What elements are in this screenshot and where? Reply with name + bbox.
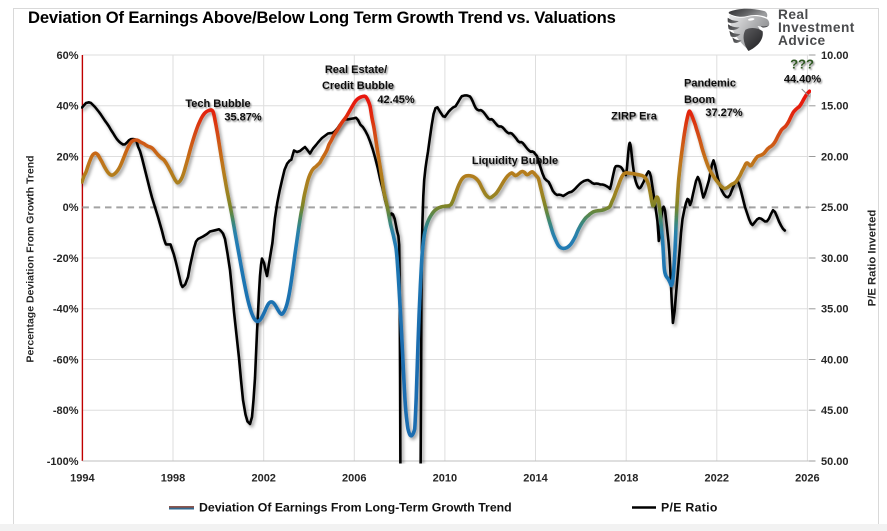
svg-text:45.00: 45.00 <box>821 405 849 417</box>
svg-text:30.00: 30.00 <box>821 253 849 265</box>
svg-text:20%: 20% <box>56 151 78 163</box>
svg-text:???: ??? <box>790 57 814 72</box>
svg-text:Pandemic: Pandemic <box>684 78 736 90</box>
svg-text:Credit Bubble: Credit Bubble <box>322 80 394 92</box>
svg-text:-20%: -20% <box>53 253 79 265</box>
svg-text:37.27%: 37.27% <box>705 107 743 119</box>
svg-text:44.40%: 44.40% <box>784 74 822 86</box>
svg-text:40.00: 40.00 <box>821 354 849 366</box>
svg-text:2018: 2018 <box>614 473 638 485</box>
svg-text:Boom: Boom <box>684 94 715 106</box>
svg-text:Tech Bubble: Tech Bubble <box>185 98 250 110</box>
svg-text:10.00: 10.00 <box>821 50 849 62</box>
svg-text:-40%: -40% <box>53 304 79 316</box>
svg-text:15.00: 15.00 <box>821 101 849 113</box>
svg-text:40%: 40% <box>56 101 78 113</box>
svg-text:-80%: -80% <box>53 405 79 417</box>
svg-text:P/E Ratio: P/E Ratio <box>661 501 718 515</box>
svg-text:1998: 1998 <box>161 473 185 485</box>
svg-text:ZIRP Era: ZIRP Era <box>611 111 658 123</box>
svg-text:-100%: -100% <box>47 456 79 468</box>
svg-text:2022: 2022 <box>705 473 729 485</box>
svg-text:2026: 2026 <box>795 473 819 485</box>
svg-text:50.00: 50.00 <box>821 456 849 468</box>
svg-text:1994: 1994 <box>70 473 95 485</box>
svg-text:P/E Ratio Inverted: P/E Ratio Inverted <box>867 210 879 307</box>
svg-text:-60%: -60% <box>53 354 79 366</box>
svg-text:Real Estate/: Real Estate/ <box>325 64 387 76</box>
svg-text:2002: 2002 <box>251 473 275 485</box>
svg-text:20.00: 20.00 <box>821 151 849 163</box>
svg-text:25.00: 25.00 <box>821 202 849 214</box>
svg-text:2014: 2014 <box>523 473 548 485</box>
svg-text:0%: 0% <box>63 202 79 214</box>
svg-text:Percentage Deviation From Grow: Percentage Deviation From Growth Trend <box>25 155 37 362</box>
svg-text:2010: 2010 <box>433 473 457 485</box>
svg-text:42.45%: 42.45% <box>377 94 415 106</box>
svg-text:2006: 2006 <box>342 473 366 485</box>
svg-text:35.00: 35.00 <box>821 304 849 316</box>
svg-text:Deviation Of Earnings From Lon: Deviation Of Earnings From Long-Term Gro… <box>199 501 512 515</box>
svg-text:Liquidity Bubble: Liquidity Bubble <box>472 155 558 167</box>
svg-text:35.87%: 35.87% <box>224 112 262 124</box>
svg-text:60%: 60% <box>56 50 78 62</box>
